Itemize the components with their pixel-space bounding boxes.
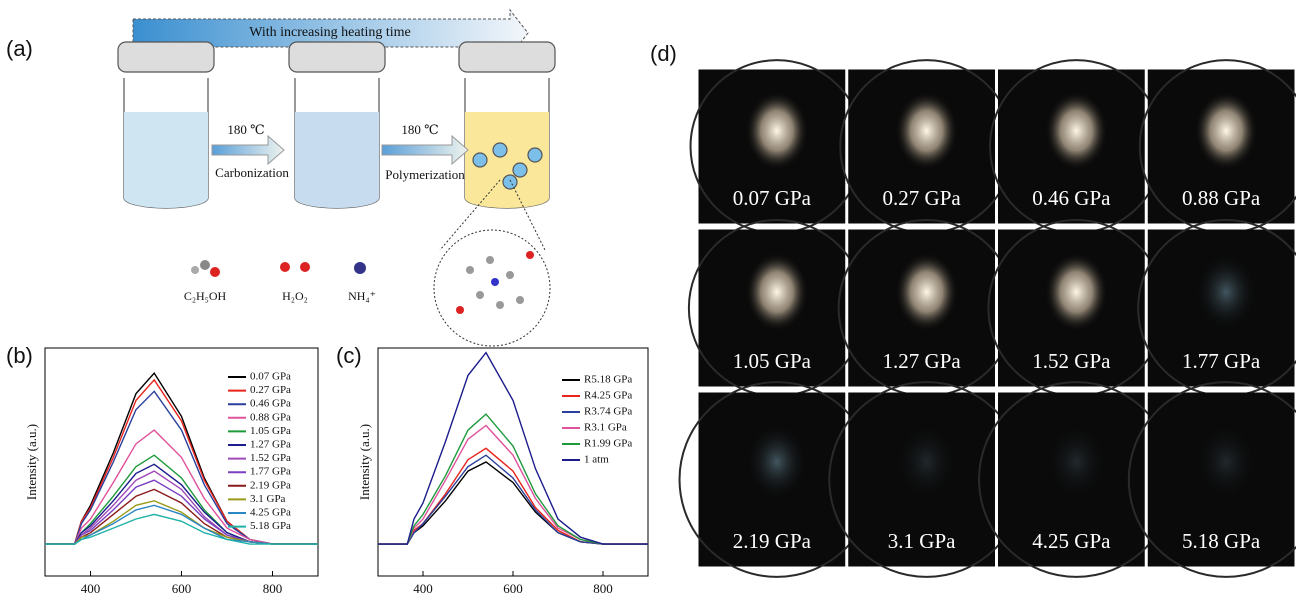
pressure-label: 0.88 GPa — [1182, 186, 1261, 210]
y-axis-label: Intensity (a.u.) — [24, 424, 39, 500]
panel-label: (b) — [6, 343, 33, 368]
spectrum-line — [378, 454, 648, 545]
spectrum-line — [45, 429, 318, 545]
sample-glow — [1194, 421, 1259, 502]
x-tick-label: 800 — [593, 581, 613, 596]
legend-label: 4.25 GPa — [250, 507, 291, 519]
step-arrow — [381, 134, 469, 166]
image-grid: 0.07 GPa 0.27 GPa 0.46 GPa 0.88 GPa 1.05 GPa… — [678, 59, 1296, 578]
pressure-label: 0.07 GPa — [733, 186, 812, 210]
step-temp: 180 ℃ — [401, 122, 438, 137]
pressure-label: 1.05 GPa — [733, 349, 812, 373]
sample-glow — [1044, 252, 1109, 332]
legend-label: 3.1 GPa — [250, 493, 286, 505]
pressure-label: 2.19 GPa — [733, 529, 812, 553]
spectrum-line — [378, 461, 648, 545]
legend-label: 1.77 GPa — [250, 466, 291, 478]
zoom-lines — [439, 179, 546, 251]
panel-label: (c) — [336, 343, 362, 368]
legend-label: 0.27 GPa — [250, 384, 291, 396]
pressure-label: 1.77 GPa — [1182, 349, 1261, 373]
sample-glow — [894, 90, 959, 171]
sample-glow — [894, 252, 959, 332]
x-tick-label: 800 — [263, 581, 283, 596]
molecules — [191, 260, 366, 277]
pressure-label: 1.52 GPa — [1032, 349, 1111, 373]
sample-glow — [1044, 421, 1109, 502]
reagent: H₂O₂ — [282, 289, 308, 303]
sample-glow — [744, 421, 809, 502]
x-tick-label: 600 — [172, 581, 192, 596]
pressure-label: 0.27 GPa — [883, 186, 962, 210]
x-tick-label: 600 — [503, 581, 523, 596]
legend-label: 5.18 GPa — [250, 520, 291, 532]
step-arrow — [211, 134, 285, 166]
legend-label: 0.46 GPa — [250, 398, 291, 410]
legend-label: 0.88 GPa — [250, 411, 291, 423]
reagent: C₂H₅OH — [184, 289, 227, 303]
beakers — [117, 41, 556, 209]
spectrum-line — [378, 413, 648, 545]
arrow-text: With increasing heating time — [249, 25, 411, 40]
x-tick-label: 400 — [81, 581, 101, 596]
x-tick-label: 400 — [413, 581, 433, 596]
reagent: NH₄⁺ — [348, 289, 376, 303]
legend-label: R4.25 GPa — [584, 390, 632, 402]
sample-glow — [1194, 252, 1259, 332]
pressure-label: 3.1 GPa — [888, 529, 956, 553]
sample-glow — [744, 252, 809, 332]
legend-label: R3.74 GPa — [584, 406, 632, 418]
cell-outline — [1127, 381, 1296, 578]
panel-label: (a) — [6, 36, 33, 61]
legend-label: 1.27 GPa — [250, 439, 291, 451]
legend-label: 0.07 GPa — [250, 371, 291, 383]
panel-label: (d) — [650, 41, 677, 66]
pressure-label: 4.25 GPa — [1032, 529, 1111, 553]
legend-label: R1.99 GPa — [584, 438, 632, 450]
step-label: Polymerization — [385, 167, 465, 182]
legend-label: 1.05 GPa — [250, 425, 291, 437]
sample-glow — [1044, 90, 1109, 171]
legend-label: 1.52 GPa — [250, 452, 291, 464]
step-temp: 180 ℃ — [227, 122, 264, 137]
legend-label: 1 atm — [584, 454, 609, 466]
legend-label: R5.18 GPa — [584, 374, 632, 386]
pressure-label: 1.27 GPa — [883, 349, 962, 373]
zoom-circle — [433, 229, 551, 347]
spectrum-line — [378, 351, 648, 545]
sample-glow — [744, 90, 809, 171]
scheme: With increasing heating time 180 ℃ Carbo… — [117, 8, 556, 347]
pressure-label: 5.18 GPa — [1182, 529, 1261, 553]
step-label: Carbonization — [215, 165, 289, 180]
spectrum-line — [45, 513, 318, 545]
graphene — [456, 251, 534, 314]
sample-glow — [894, 421, 959, 502]
y-axis-label: Intensity (a.u.) — [357, 424, 372, 500]
legend-label: R3.1 GPa — [584, 422, 627, 434]
sample-glow — [1194, 90, 1259, 171]
pressure-label: 0.46 GPa — [1032, 186, 1111, 210]
legend-label: 2.19 GPa — [250, 479, 291, 491]
